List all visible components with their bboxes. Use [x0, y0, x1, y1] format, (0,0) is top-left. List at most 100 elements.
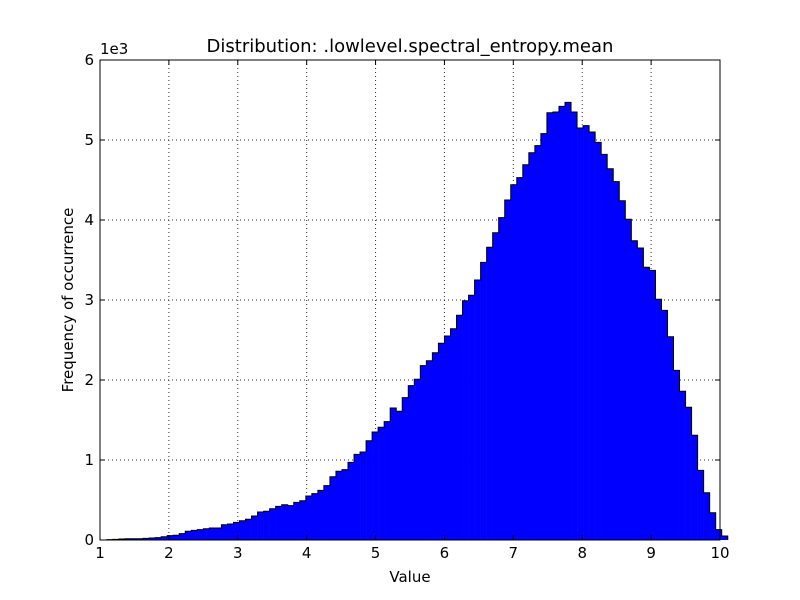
histogram-bar — [571, 112, 578, 540]
y-tick-label: 1 — [84, 451, 94, 469]
histogram-bar — [143, 538, 150, 540]
histogram-bar — [637, 248, 644, 540]
histogram-bar — [522, 164, 530, 541]
histogram-bar — [402, 397, 409, 540]
histogram-bar — [661, 310, 668, 540]
histogram-bar — [540, 133, 548, 540]
x-tick-label: 6 — [440, 544, 450, 562]
histogram-bar — [263, 511, 270, 540]
histogram-bar — [601, 154, 608, 540]
histogram-bar — [149, 538, 156, 540]
histogram-bar — [577, 128, 584, 540]
histogram-bar — [372, 432, 379, 540]
histogram-bars — [106, 101, 729, 541]
histogram-bar — [287, 505, 295, 540]
histogram-bar — [691, 435, 698, 540]
histogram-bar — [426, 360, 433, 540]
histogram-bar — [468, 295, 475, 540]
y-tick-label: 5 — [84, 131, 94, 149]
histogram-bar — [227, 524, 234, 540]
histogram-bar — [619, 200, 626, 541]
histogram-bar — [233, 522, 240, 540]
histogram-bar — [474, 280, 481, 540]
histogram-bar — [299, 500, 307, 540]
histogram-bar — [546, 112, 554, 541]
histogram-bar — [721, 536, 729, 540]
histogram-bar — [655, 299, 662, 540]
x-tick-label: 9 — [646, 544, 656, 562]
histogram-bar — [558, 106, 566, 541]
histogram-bar — [191, 530, 198, 540]
histogram-bar — [161, 536, 168, 540]
histogram-bar — [667, 336, 674, 540]
histogram-bar — [697, 470, 704, 540]
histogram-bar — [366, 440, 373, 540]
chart-title: Distribution: .lowlevel.spectral_entropy… — [207, 36, 614, 57]
histogram-bar — [137, 538, 144, 540]
histogram-bar — [565, 102, 572, 541]
histogram-bar — [124, 538, 132, 540]
histogram-bar — [534, 145, 542, 540]
histogram-bar — [480, 262, 487, 540]
x-tick-label: 8 — [577, 544, 587, 562]
histogram-bar — [673, 370, 680, 540]
histogram-bar — [329, 476, 337, 540]
y-tick-label: 3 — [84, 291, 94, 309]
histogram-bar — [305, 496, 313, 540]
y-tick-label: 6 — [84, 51, 94, 69]
histogram-bar — [625, 219, 632, 540]
histogram-bar — [679, 391, 686, 540]
x-tick-label: 7 — [509, 544, 519, 562]
x-axis-label: Value — [389, 568, 430, 586]
histogram-bar — [155, 537, 162, 540]
histogram-bar — [486, 247, 493, 540]
y-offset-text: 1e3 — [100, 40, 128, 58]
x-tick-label: 2 — [164, 544, 174, 562]
histogram-bar — [348, 462, 355, 540]
histogram-bar — [462, 300, 469, 540]
histogram-bar — [583, 125, 590, 540]
histogram-bar — [167, 535, 174, 540]
histogram-bar — [311, 493, 319, 540]
y-tick-label: 0 — [84, 531, 94, 549]
histogram-bar — [595, 142, 602, 540]
histogram-bar — [131, 538, 138, 540]
histogram-bar — [420, 365, 427, 540]
x-tick-label: 4 — [302, 544, 312, 562]
histogram-bar — [384, 421, 391, 540]
histogram-bar — [552, 112, 560, 540]
histogram-bar — [251, 516, 258, 540]
histogram-bar — [607, 168, 614, 541]
histogram-bar — [703, 492, 710, 540]
histogram-bar — [715, 529, 723, 540]
histogram-bar — [335, 471, 343, 540]
histogram-bar — [450, 328, 457, 540]
histogram-outline — [106, 101, 729, 541]
y-tick-label: 4 — [84, 211, 94, 229]
histogram-bar — [643, 267, 650, 540]
histogram-bar — [444, 336, 451, 540]
y-axis-ticks: 0 1 2 3 4 5 6 — [84, 51, 720, 549]
histogram-bar — [709, 512, 716, 540]
histogram-bar — [504, 200, 512, 540]
histogram-bar — [185, 531, 192, 540]
x-tick-label: 3 — [233, 544, 243, 562]
x-tick-label: 10 — [710, 544, 729, 562]
histogram-bar — [257, 512, 264, 540]
histogram-bar — [408, 385, 415, 540]
histogram-bar — [390, 408, 397, 540]
histogram-bar — [341, 469, 349, 540]
histogram-bar — [498, 217, 506, 540]
histogram-bar — [631, 240, 638, 541]
histogram-bar — [510, 184, 518, 541]
histogram-bar — [179, 533, 186, 540]
histogram-bar — [589, 132, 596, 540]
histogram-bar — [281, 504, 289, 540]
histogram-bar — [414, 379, 421, 540]
histogram-bar — [197, 529, 204, 540]
y-tick-label: 2 — [84, 371, 94, 389]
histogram-bar — [239, 520, 246, 540]
histogram-bar — [360, 452, 367, 540]
x-tick-label: 5 — [371, 544, 381, 562]
